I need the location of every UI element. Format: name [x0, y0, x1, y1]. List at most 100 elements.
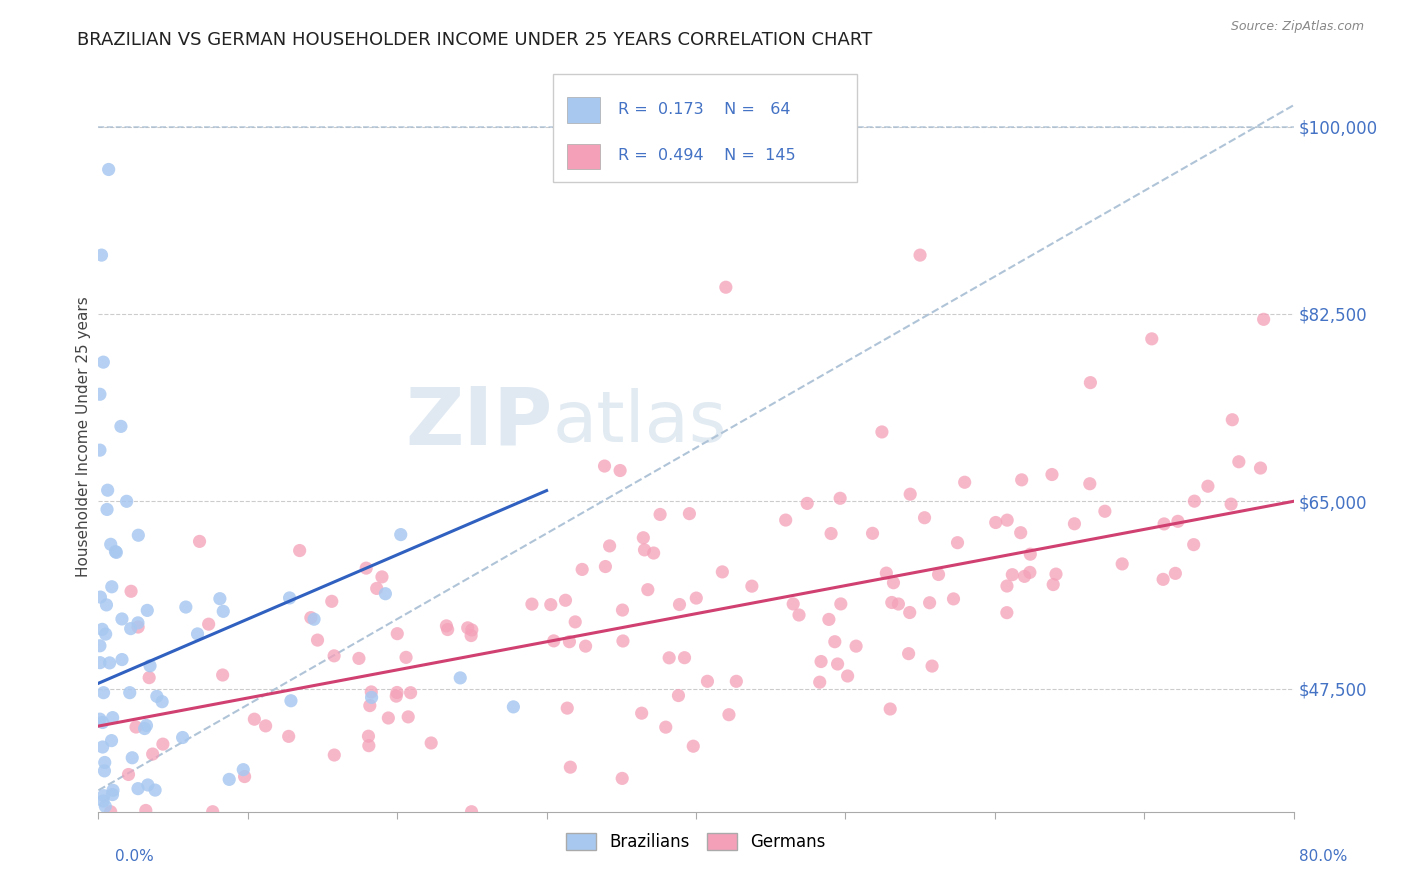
Point: [277, 730, 299, 744]
Point: [302, 612, 325, 626]
Point: [385, 689, 408, 703]
Point: [288, 543, 311, 558]
Point: [560, 760, 582, 774]
Point: [1220, 413, 1243, 427]
Point: [711, 565, 734, 579]
Point: [673, 650, 696, 665]
Point: [599, 539, 621, 553]
Point: [1227, 455, 1250, 469]
Point: [875, 566, 897, 581]
Point: [208, 591, 231, 606]
Point: [782, 597, 804, 611]
Point: [818, 612, 841, 626]
Point: [609, 463, 631, 477]
Point: [94, 627, 117, 641]
Point: [574, 639, 596, 653]
Point: [120, 622, 142, 636]
Point: [1040, 467, 1063, 482]
Point: [89, 387, 111, 401]
Point: [136, 603, 159, 617]
FancyBboxPatch shape: [553, 74, 858, 182]
Point: [139, 658, 162, 673]
Point: [502, 699, 524, 714]
Point: [118, 686, 141, 700]
Point: [280, 694, 302, 708]
Point: [845, 639, 868, 653]
Point: [593, 458, 616, 473]
Point: [212, 604, 235, 618]
Point: [540, 598, 562, 612]
Point: [89, 639, 111, 653]
Point: [827, 657, 849, 671]
Point: [366, 582, 388, 596]
Point: [371, 570, 394, 584]
Text: Source: ZipAtlas.com: Source: ZipAtlas.com: [1230, 20, 1364, 33]
Point: [921, 659, 943, 673]
Point: [658, 650, 681, 665]
Point: [1111, 557, 1133, 571]
Point: [135, 804, 157, 818]
Text: R =  0.173    N =   64: R = 0.173 N = 64: [619, 102, 790, 117]
Point: [91, 623, 114, 637]
Point: [1253, 312, 1275, 326]
Point: [820, 526, 842, 541]
Point: [101, 711, 124, 725]
Point: [360, 690, 382, 705]
Point: [91, 739, 114, 754]
Point: [457, 621, 479, 635]
Point: [554, 593, 576, 607]
Point: [678, 507, 700, 521]
Point: [862, 526, 884, 541]
Bar: [567, 97, 600, 122]
Point: [633, 531, 655, 545]
Point: [942, 591, 965, 606]
Text: 0.0%: 0.0%: [115, 849, 155, 864]
Point: [96, 502, 118, 516]
Point: [111, 612, 134, 626]
Point: [374, 587, 396, 601]
Point: [125, 720, 148, 734]
Point: [984, 516, 1007, 530]
Point: [897, 647, 920, 661]
Point: [201, 805, 224, 819]
Point: [1152, 572, 1174, 586]
Point: [117, 767, 139, 781]
Point: [520, 597, 543, 611]
Point: [387, 626, 409, 640]
Point: [436, 619, 458, 633]
Point: [612, 603, 634, 617]
Point: [120, 584, 142, 599]
Point: [995, 606, 1018, 620]
Point: [94, 799, 117, 814]
Point: [127, 781, 149, 796]
Point: [696, 674, 718, 689]
Point: [1001, 567, 1024, 582]
Point: [682, 739, 704, 754]
Point: [555, 701, 578, 715]
Point: [93, 686, 115, 700]
Point: [775, 513, 797, 527]
Point: [725, 674, 748, 689]
Point: [741, 579, 763, 593]
Point: [630, 706, 652, 721]
Point: [612, 634, 634, 648]
Text: atlas: atlas: [553, 388, 727, 457]
Point: [93, 789, 115, 803]
Point: [880, 595, 903, 609]
Point: [89, 590, 111, 604]
Point: [717, 707, 740, 722]
Point: [633, 542, 655, 557]
Point: [97, 162, 120, 177]
Point: [357, 729, 380, 743]
Point: [1080, 376, 1102, 390]
Point: [882, 575, 904, 590]
Point: [1182, 494, 1205, 508]
Point: [321, 594, 343, 608]
Point: [360, 685, 382, 699]
Point: [595, 559, 617, 574]
Point: [101, 788, 124, 802]
Point: [323, 747, 346, 762]
Point: [928, 567, 950, 582]
Y-axis label: Householder Income Under 25 years: Householder Income Under 25 years: [76, 297, 91, 577]
Point: [1164, 566, 1187, 581]
